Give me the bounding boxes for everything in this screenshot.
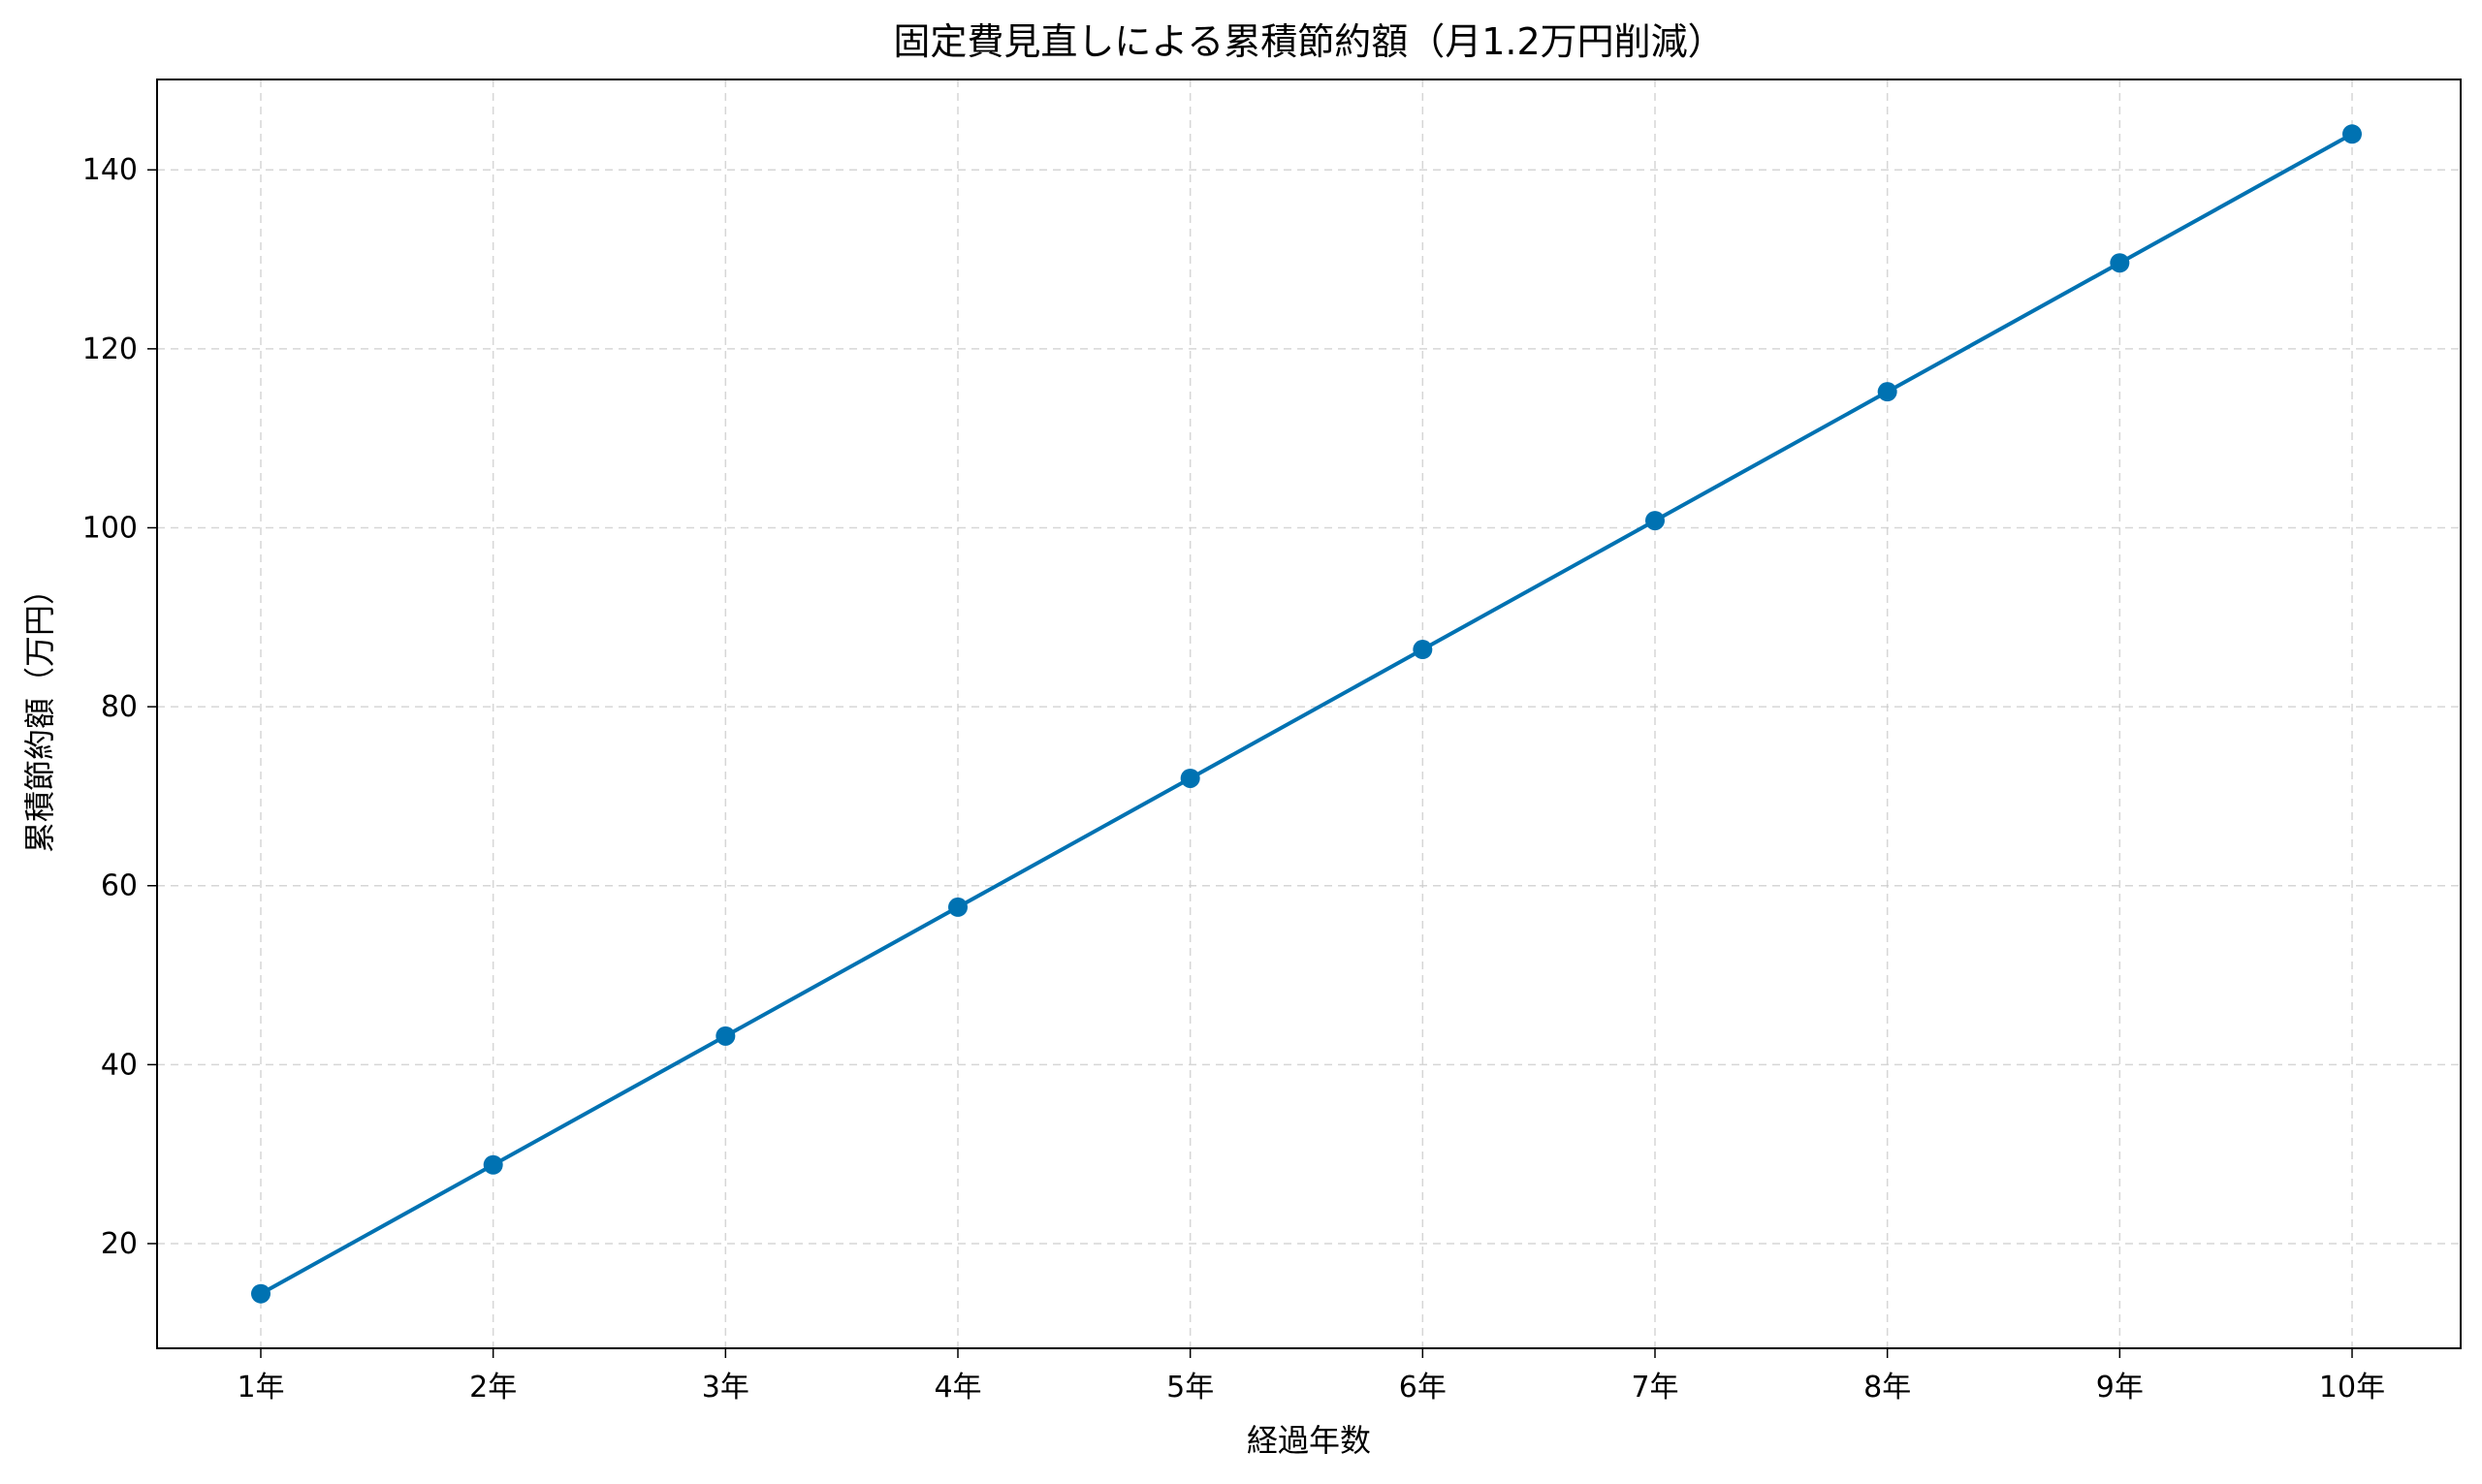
y-tick-label: 140 bbox=[82, 153, 138, 187]
chart-title: 固定費見直しによる累積節約額（月1.2万円削減） bbox=[893, 20, 1724, 63]
x-tick-label: 10年 bbox=[2319, 1371, 2385, 1405]
x-axis-label: 経過年数 bbox=[1247, 1422, 1371, 1459]
series-line bbox=[260, 132, 2353, 1296]
y-tick-label: 40 bbox=[101, 1048, 138, 1082]
x-tick-label: 5年 bbox=[1166, 1371, 1214, 1405]
x-tick-label: 7年 bbox=[1631, 1371, 1678, 1405]
data-point bbox=[251, 1283, 270, 1304]
series-layer bbox=[251, 124, 2362, 1304]
x-tick-label: 4年 bbox=[934, 1371, 981, 1405]
x-tick-label: 1年 bbox=[237, 1371, 284, 1405]
y-tick-label: 100 bbox=[82, 511, 138, 545]
data-point bbox=[1877, 382, 1897, 402]
data-point bbox=[1413, 640, 1433, 660]
data-point bbox=[1645, 511, 1665, 531]
y-tick-label: 80 bbox=[101, 690, 138, 724]
data-point bbox=[716, 1026, 736, 1046]
y-axis: 20 40 60 80 100 120 140 bbox=[82, 153, 157, 1261]
data-point bbox=[2342, 124, 2362, 144]
data-point bbox=[948, 897, 968, 917]
y-tick-label: 20 bbox=[101, 1227, 138, 1261]
data-point bbox=[483, 1154, 503, 1175]
x-tick-label: 3年 bbox=[702, 1371, 749, 1405]
gridlines bbox=[157, 79, 2461, 1348]
y-tick-label: 60 bbox=[101, 869, 138, 903]
plot-area-frame bbox=[156, 79, 2462, 1349]
x-tick-label: 2年 bbox=[469, 1371, 517, 1405]
y-axis-label: 累積節約額（万円） bbox=[21, 574, 58, 853]
data-point bbox=[2110, 253, 2130, 273]
x-tick-label: 8年 bbox=[1863, 1371, 1911, 1405]
data-point bbox=[1180, 768, 1200, 788]
x-tick-label: 9年 bbox=[2096, 1371, 2144, 1405]
x-tick-label: 6年 bbox=[1399, 1371, 1447, 1405]
x-axis: 1年 2年 3年 4年 5年 6年 7年 8年 9年 10年 bbox=[237, 1348, 2385, 1405]
y-tick-label: 120 bbox=[82, 332, 138, 366]
